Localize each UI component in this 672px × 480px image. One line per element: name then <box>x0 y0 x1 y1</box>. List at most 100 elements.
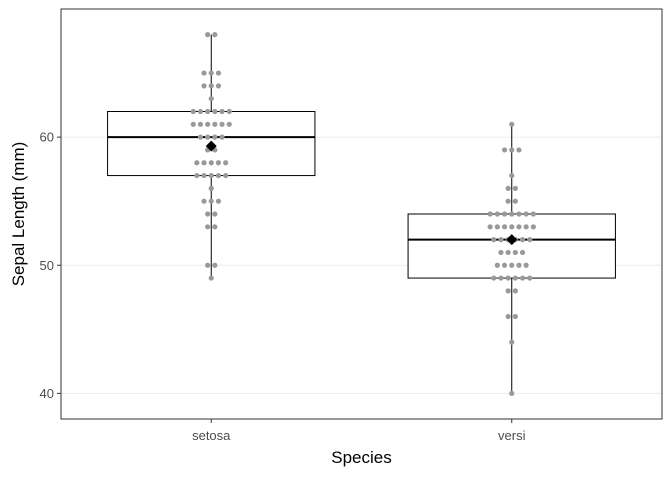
data-point <box>487 224 493 230</box>
data-point <box>208 70 214 76</box>
data-point <box>494 211 500 217</box>
data-point <box>512 275 518 281</box>
data-point <box>527 237 533 243</box>
data-point <box>491 237 497 243</box>
data-point <box>527 275 533 281</box>
data-point <box>212 224 218 230</box>
data-point <box>509 390 515 396</box>
data-point <box>498 249 504 256</box>
data-point <box>212 211 218 217</box>
data-point <box>509 172 515 179</box>
data-point <box>205 108 211 115</box>
data-point <box>501 262 508 268</box>
data-point <box>519 237 526 243</box>
data-point <box>205 211 211 217</box>
data-point <box>219 134 225 140</box>
x-axis-title: Species <box>331 448 391 467</box>
mean-marker <box>205 140 217 152</box>
data-point <box>523 224 529 230</box>
data-point <box>501 224 508 230</box>
data-point <box>505 198 511 204</box>
data-point <box>509 224 515 230</box>
data-point <box>215 83 222 89</box>
data-point <box>190 108 196 115</box>
data-point <box>516 262 522 268</box>
data-point <box>215 160 222 166</box>
data-point <box>208 275 214 281</box>
data-point <box>208 198 214 204</box>
means <box>205 140 518 246</box>
data-point <box>197 108 204 115</box>
data-point <box>212 32 218 38</box>
data-point <box>201 83 207 89</box>
y-tick-label: 50 <box>40 258 54 273</box>
data-point <box>197 134 204 140</box>
data-point <box>219 108 225 115</box>
data-point <box>505 313 511 320</box>
data-point <box>505 275 511 281</box>
data-point <box>530 224 536 230</box>
data-point <box>215 172 222 179</box>
data-point <box>509 147 515 153</box>
data-point <box>512 313 518 320</box>
x-tick-label: setosa <box>192 428 231 443</box>
data-point <box>516 147 522 153</box>
data-point <box>215 70 222 76</box>
data-point <box>194 172 200 179</box>
data-point <box>523 262 529 268</box>
data-point <box>498 237 504 243</box>
data-point <box>505 288 511 294</box>
data-point <box>226 108 232 115</box>
data-point <box>494 262 500 268</box>
data-point <box>509 121 515 127</box>
data-point <box>208 185 214 191</box>
data-point <box>512 198 518 204</box>
data-point <box>512 288 518 294</box>
data-point <box>208 172 214 179</box>
data-point <box>516 224 522 230</box>
data-point <box>491 275 497 281</box>
data-point <box>208 83 214 89</box>
data-point <box>205 32 211 38</box>
data-point <box>509 211 515 217</box>
data-point <box>505 249 511 256</box>
data-point <box>215 198 222 204</box>
data-point <box>530 211 536 217</box>
data-point <box>487 211 493 217</box>
data-point <box>223 172 229 179</box>
data-point <box>205 134 211 140</box>
boxes <box>107 34 616 394</box>
axes: 40 50 60 setosa versi <box>40 130 526 443</box>
x-tick-label: versi <box>498 428 526 443</box>
data-point <box>201 198 207 204</box>
data-point <box>509 339 515 345</box>
data-point <box>519 275 526 281</box>
box-versi <box>407 213 616 279</box>
data-point <box>494 224 500 230</box>
y-axis-title: Sepal Length (mm) <box>9 142 28 287</box>
data-point <box>201 172 207 179</box>
panel-border <box>60 8 663 420</box>
mean-marker <box>506 234 518 246</box>
data-point <box>512 185 518 191</box>
data-point <box>201 160 207 166</box>
data-point <box>519 249 526 256</box>
data-point <box>212 134 218 140</box>
data-point <box>205 262 211 268</box>
data-point <box>512 249 518 256</box>
data-points <box>190 32 536 396</box>
data-point <box>226 121 232 127</box>
data-point <box>212 262 218 268</box>
data-point <box>212 121 218 127</box>
data-point <box>501 211 508 217</box>
data-point <box>501 147 508 153</box>
data-point <box>509 262 515 268</box>
y-tick-label: 60 <box>40 130 54 145</box>
data-point <box>201 70 207 76</box>
data-point <box>516 211 522 217</box>
data-point <box>197 121 204 127</box>
data-point <box>212 108 218 115</box>
data-point <box>208 160 214 166</box>
data-point <box>505 185 511 191</box>
